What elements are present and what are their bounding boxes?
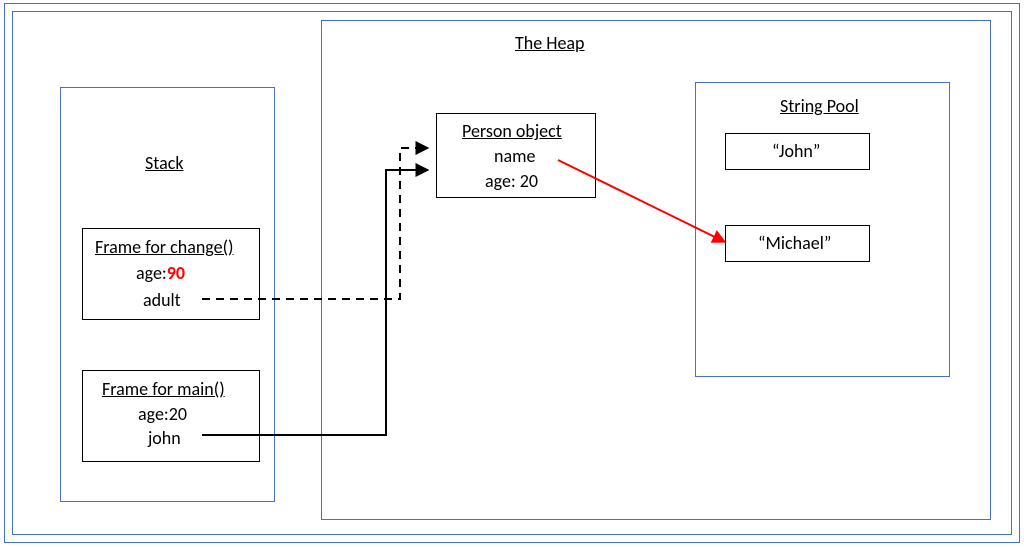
michael-string-label: “Michael” bbox=[758, 232, 831, 254]
stack-title: Stack bbox=[145, 152, 184, 174]
frame-change-adult: adult bbox=[143, 289, 181, 311]
heap-title: The Heap bbox=[515, 32, 585, 54]
frame-change-age: age:90 bbox=[136, 262, 185, 284]
frame-change-age-value: 90 bbox=[167, 262, 185, 284]
string-pool-title: String Pool bbox=[780, 95, 859, 117]
person-age: age: 20 bbox=[485, 170, 538, 192]
frame-main-john: john bbox=[148, 427, 181, 449]
person-object-title: Person object bbox=[462, 120, 562, 142]
frame-main-age: age:20 bbox=[138, 403, 187, 425]
frame-change-title: Frame for change() bbox=[95, 236, 234, 258]
frame-main-title: Frame for main() bbox=[102, 378, 225, 400]
john-string-label: “John” bbox=[772, 140, 820, 162]
person-name: name bbox=[494, 145, 535, 167]
frame-change-age-label: age: bbox=[136, 262, 167, 284]
